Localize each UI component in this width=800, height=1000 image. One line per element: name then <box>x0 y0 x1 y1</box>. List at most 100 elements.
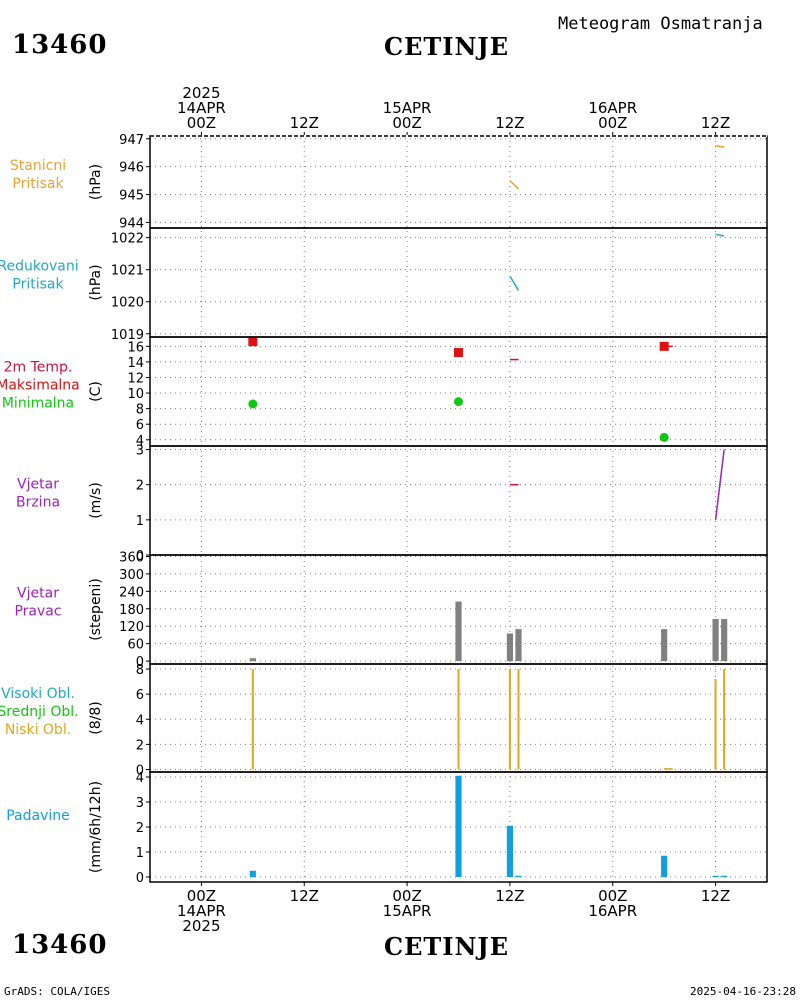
time-label-bottom: 00Z <box>187 887 216 905</box>
data-line <box>715 233 725 237</box>
time-label-bottom: 12Z <box>290 887 319 905</box>
panel-legend-label: 2m Temp. <box>4 360 73 376</box>
time-label-top: 00Z <box>598 114 627 132</box>
panel-legend-label: Pritisak <box>12 277 64 293</box>
data-bar <box>457 669 460 770</box>
value-tick-label: 1 <box>136 846 144 861</box>
value-tick-label: 300 <box>119 568 144 583</box>
min-temp-marker <box>248 399 258 409</box>
value-tick-label: 1022 <box>111 232 144 247</box>
value-tick-label: 0 <box>136 655 144 670</box>
panel-unit-label: (8/8) <box>88 701 104 734</box>
data-bar <box>515 629 522 662</box>
max-temp-marker <box>659 341 669 351</box>
value-tick-label: 4 <box>136 434 144 449</box>
value-tick-label: 3 <box>136 796 144 811</box>
value-tick-label: 946 <box>119 161 144 176</box>
value-tick-label: 947 <box>119 133 144 148</box>
time-label-top: 14APR <box>177 99 226 117</box>
data-line <box>509 275 520 291</box>
time-label-top: 2025 <box>182 84 220 102</box>
data-line <box>509 180 520 190</box>
value-tick-label: 120 <box>119 620 144 635</box>
time-label-bottom: 15APR <box>383 902 432 920</box>
value-tick-label: 180 <box>119 603 144 618</box>
footer-credit: GrADS: COLA/IGES <box>4 985 110 998</box>
value-tick-label: 4 <box>136 713 144 728</box>
value-tick-label: 0 <box>136 549 144 564</box>
time-label-bottom: 12Z <box>701 887 730 905</box>
value-tick-label: 2 <box>136 821 144 836</box>
time-label-top: 00Z <box>392 114 421 132</box>
panel-unit-label: (stepeni) <box>88 578 104 641</box>
data-bar <box>661 855 668 877</box>
data-bar <box>506 633 514 662</box>
min-temp-marker <box>659 432 669 442</box>
panel-unit-label: (mm/6h/12h) <box>88 781 104 873</box>
data-bar <box>517 669 520 770</box>
panel-frame <box>149 135 768 229</box>
value-tick-label: 8 <box>136 403 144 418</box>
value-tick-label: 240 <box>119 585 144 600</box>
value-tick-label: 12 <box>127 371 144 386</box>
station-id: 13460 <box>12 30 108 60</box>
time-label-top: 00Z <box>187 114 216 132</box>
panel-frame <box>149 445 768 556</box>
value-tick-label: 0 <box>136 871 144 886</box>
value-tick-label: 6 <box>136 418 144 433</box>
value-tick-label: 1 <box>136 514 144 529</box>
time-label-bottom: 2025 <box>182 917 220 935</box>
time-label-bottom: 16APR <box>588 902 637 920</box>
data-line <box>715 145 725 148</box>
value-tick-label: 16 <box>127 340 144 355</box>
value-tick-label: 4 <box>136 771 144 786</box>
time-label-top: 12Z <box>290 114 319 132</box>
value-tick-label: 8 <box>136 663 144 678</box>
time-label-top: 12Z <box>701 114 730 132</box>
value-tick-label: 360 <box>119 550 144 565</box>
value-tick-label: 944 <box>119 216 144 231</box>
min-temp-marker <box>454 397 463 407</box>
panel-legend-label: Srednji Obl. <box>0 704 79 720</box>
footer-timestamp: 2025-04-16-23:28 <box>690 985 796 998</box>
data-bar <box>506 825 514 877</box>
panel-unit-label: (hPa) <box>88 264 104 300</box>
panel-unit-label: (m/s) <box>88 482 104 519</box>
value-tick-label: 14 <box>127 356 144 371</box>
station-name-bottom: CETINJE <box>384 932 510 961</box>
data-bar <box>712 875 719 877</box>
chart-title: Meteogram Osmatranja <box>558 14 763 34</box>
panel-legend-label: Niski Obl. <box>5 722 71 738</box>
data-line <box>714 449 725 520</box>
time-label-bottom: 00Z <box>392 887 421 905</box>
value-tick-label: 1019 <box>111 328 144 343</box>
value-tick-label: 60 <box>127 638 144 653</box>
data-bar <box>721 618 728 662</box>
time-label-bottom: 12Z <box>495 887 524 905</box>
value-tick-label: 1020 <box>111 296 144 311</box>
panel-frame <box>149 771 768 883</box>
panel-legend-label: Pravac <box>14 604 61 620</box>
time-label-bottom: 14APR <box>177 902 226 920</box>
time-label-top: 12Z <box>495 114 524 132</box>
time-label-top: 15APR <box>383 99 432 117</box>
station-name: CETINJE <box>384 32 510 61</box>
data-bar <box>251 669 254 770</box>
max-temp-marker <box>248 337 258 347</box>
data-bar <box>249 870 256 877</box>
panel-legend-label: Stanicni <box>10 158 66 174</box>
time-label-top: 16APR <box>588 99 637 117</box>
panel-unit-label: (C) <box>88 381 104 402</box>
station-id-bottom: 13460 <box>12 930 108 960</box>
panel-legend-label: Brzina <box>16 495 60 511</box>
data-bar <box>723 669 726 770</box>
value-tick-label: 3 <box>136 444 144 459</box>
time-label-bottom: 00Z <box>598 887 627 905</box>
value-tick-label: 10 <box>127 387 144 402</box>
panel-legend-label: Redukovani <box>0 259 79 275</box>
panel-frame <box>149 227 768 338</box>
panel-legend-label: Vjetar <box>17 477 59 493</box>
data-bar <box>455 775 462 877</box>
data-bar <box>249 658 256 662</box>
